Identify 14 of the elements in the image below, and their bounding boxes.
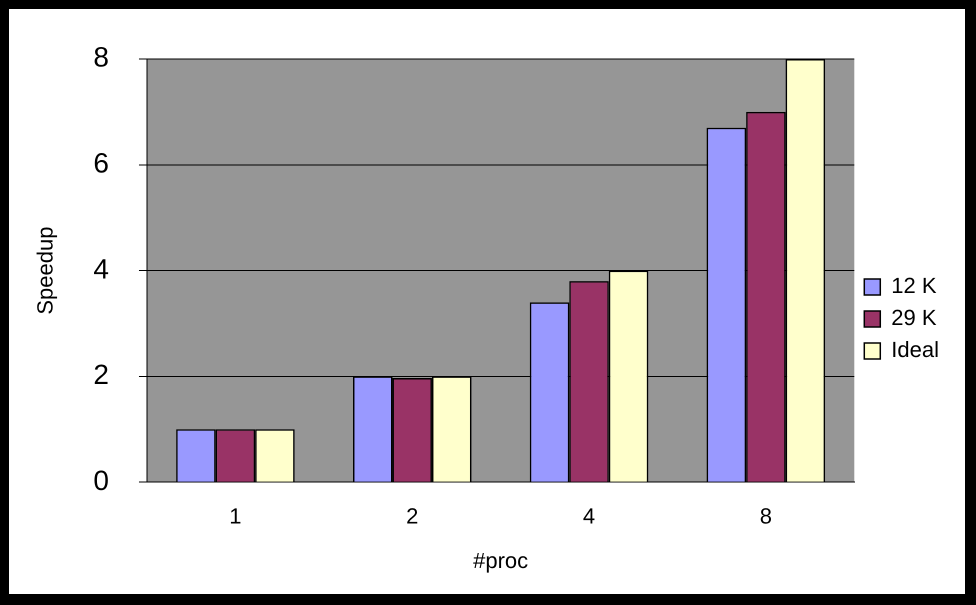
y-tick-label: 0 — [93, 464, 109, 496]
x-tick-label: 1 — [229, 503, 242, 528]
legend-label: 12 K — [891, 273, 937, 298]
y-tick-label: 6 — [93, 148, 109, 179]
legend-label: Ideal — [891, 337, 940, 362]
x-tick-label: 4 — [582, 503, 596, 528]
x-tick-label: 8 — [760, 503, 772, 528]
x-tick-label: 2 — [406, 503, 418, 528]
y-tick-label: 4 — [93, 253, 109, 284]
x-axis-title: #proc — [473, 548, 528, 573]
y-tick-label: 8 — [93, 42, 109, 73]
y-tick-label: 2 — [93, 359, 109, 390]
legend-label: 29 K — [891, 305, 937, 330]
y-axis-title: Speedup — [32, 226, 58, 315]
